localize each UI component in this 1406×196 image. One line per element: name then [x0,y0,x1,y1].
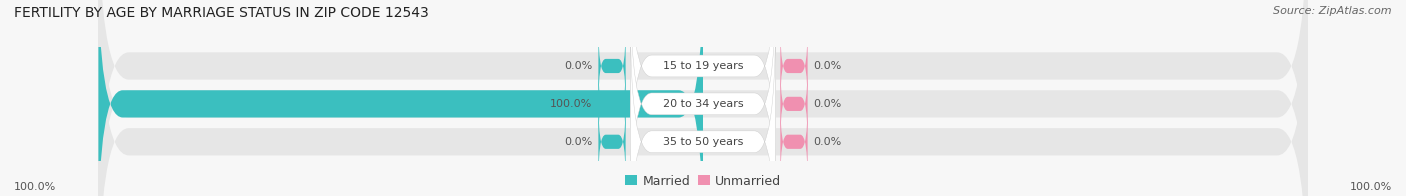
FancyBboxPatch shape [780,103,807,180]
FancyBboxPatch shape [630,20,776,196]
FancyBboxPatch shape [599,28,626,104]
FancyBboxPatch shape [599,103,626,180]
Text: 100.0%: 100.0% [1350,182,1392,192]
Text: 0.0%: 0.0% [564,137,592,147]
FancyBboxPatch shape [630,0,776,196]
FancyBboxPatch shape [630,0,776,188]
Text: Source: ZipAtlas.com: Source: ZipAtlas.com [1274,6,1392,16]
FancyBboxPatch shape [780,28,807,104]
Text: 100.0%: 100.0% [14,182,56,192]
Text: 0.0%: 0.0% [564,61,592,71]
FancyBboxPatch shape [98,0,1308,196]
Text: 15 to 19 years: 15 to 19 years [662,61,744,71]
Text: 0.0%: 0.0% [814,99,842,109]
FancyBboxPatch shape [599,65,626,142]
Legend: Married, Unmarried: Married, Unmarried [624,175,782,188]
FancyBboxPatch shape [780,65,807,142]
Text: 20 to 34 years: 20 to 34 years [662,99,744,109]
Text: 35 to 50 years: 35 to 50 years [662,137,744,147]
Text: 100.0%: 100.0% [550,99,592,109]
Text: 0.0%: 0.0% [814,137,842,147]
Text: FERTILITY BY AGE BY MARRIAGE STATUS IN ZIP CODE 12543: FERTILITY BY AGE BY MARRIAGE STATUS IN Z… [14,6,429,20]
FancyBboxPatch shape [98,0,703,196]
FancyBboxPatch shape [98,0,1308,196]
Text: 0.0%: 0.0% [814,61,842,71]
FancyBboxPatch shape [98,0,1308,196]
